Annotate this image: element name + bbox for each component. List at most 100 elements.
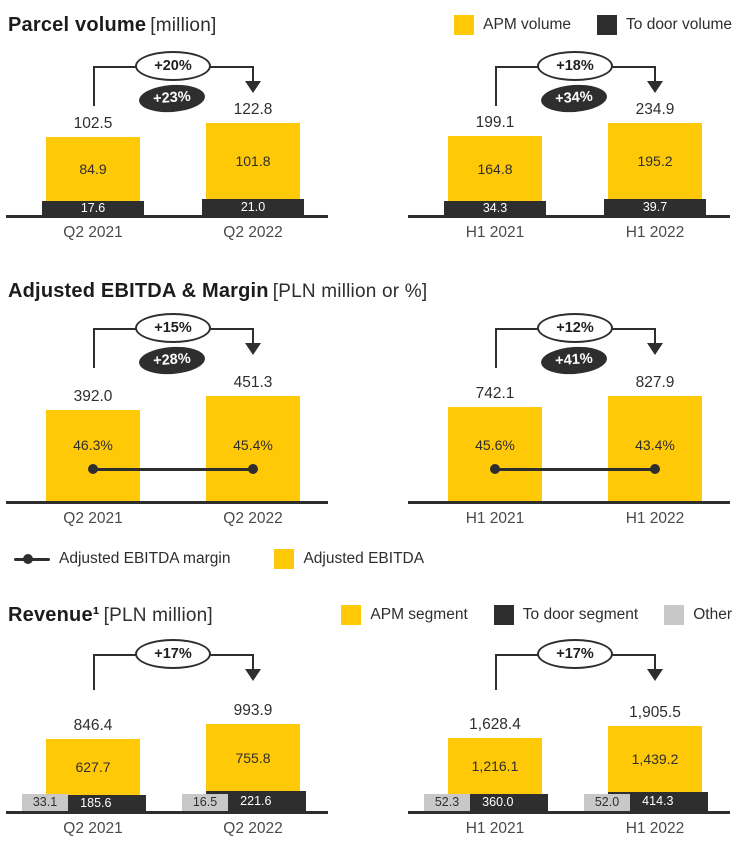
bar-h1-2021	[448, 407, 542, 501]
chart-panel-h1-2021-vs-h1-2022: 45.6% 742.1 H1 2021 43.4% 827.9 H1 2022 +12% +4…	[408, 312, 730, 530]
bar-x-label: H1 2021	[465, 224, 525, 241]
ebitda-margin-value: 45.6%	[475, 437, 515, 453]
chart-panel-q2-2021-vs-q2-2022: 84.9 17.6 102.5 Q2 2021 101.8 21.0 122.8 Q2 202…	[6, 48, 328, 244]
bar-x-label: H1 2021	[465, 510, 525, 527]
charts-parcel-volume: 84.9 17.6 102.5 Q2 2021 101.8 21.0 122.8 Q2 202…	[0, 48, 740, 244]
growth-arrow-stub	[654, 328, 656, 344]
section-title-parcel-volume: Parcel volume [million]	[8, 14, 216, 37]
bar-segment-to-door: 360.0	[448, 794, 548, 811]
bar-q2-2021: 84.9 17.6	[42, 137, 144, 215]
legend-label-other: Other	[693, 606, 732, 623]
bar-q2-2022: 101.8 21.0	[202, 123, 304, 215]
bar-h1-2021: 1,216.1 360.0 52.3	[424, 738, 548, 811]
margin-dot-icon	[23, 554, 33, 564]
x-axis-baseline	[6, 501, 328, 504]
title-unit: [PLN million or %]	[272, 280, 428, 302]
growth-arrow-line-vertical	[93, 328, 95, 368]
bar-h1-2022: 195.2 39.7	[604, 123, 706, 215]
bar-segment-to-door: 34.3	[444, 201, 546, 215]
chart-panel-q2-2021-vs-q2-2022: 627.7 185.6 33.1 846.4 Q2 2021 755.8 221.6 16.5…	[6, 639, 328, 840]
bar-segment-other: 33.1	[22, 794, 68, 811]
section-header-parcel-volume: Parcel volume [million] APM volume To doo…	[0, 8, 740, 42]
growth-arrow-head	[647, 343, 663, 355]
section-title-revenue: Revenue¹ [PLN million]	[8, 604, 213, 627]
bar-x-label: Q2 2022	[223, 510, 283, 527]
growth-arrow-stub	[252, 654, 254, 670]
ebitda-margin-line	[495, 468, 655, 471]
bar-segment-to-door: 221.6	[206, 791, 306, 811]
section-title-ebitda: Adjusted EBITDA & Margin [PLN million or …	[8, 280, 427, 303]
ebitda-margin-value: 43.4%	[635, 437, 675, 453]
legend-swatch-other	[664, 605, 685, 625]
legend-swatch-adjusted-ebitda	[274, 549, 295, 569]
bar-total-label: 199.1	[475, 113, 515, 131]
ebitda-margin-dot	[650, 464, 660, 474]
bar-total-label: 102.5	[73, 114, 113, 132]
bar-segment-other: 16.5	[182, 794, 228, 811]
growth-arrow-line-vertical	[495, 654, 497, 690]
growth-arrow-line-vertical	[495, 66, 497, 106]
growth-badge-secondary: +41%	[540, 344, 608, 377]
margin-line-icon	[14, 554, 50, 564]
bar-x-label: Q2 2021	[63, 820, 123, 837]
bar-q2-2021: 627.7 185.6 33.1	[22, 739, 146, 811]
bar-q2-2022	[206, 396, 300, 501]
title-text: Adjusted EBITDA & Margin	[8, 279, 269, 302]
bar-total-label: 993.9	[233, 701, 273, 719]
legend-ebitda: Adjusted EBITDA margin Adjusted EBITDA	[0, 544, 740, 574]
bar-segment-apm: 164.8	[448, 136, 542, 201]
ebitda-margin-dot	[248, 464, 258, 474]
bar-total-label: 451.3	[233, 373, 273, 391]
bar-x-label: Q2 2022	[223, 224, 283, 241]
growth-arrow-head	[647, 81, 663, 93]
bar-segment-to-door: 414.3	[608, 792, 708, 811]
legend-item-to-door-volume: To door volume	[597, 15, 732, 35]
chart-panel-h1-2021-vs-h1-2022: 164.8 34.3 199.1 H1 2021 195.2 39.7 234.9 H1 20…	[408, 48, 730, 244]
growth-arrow-head	[245, 343, 261, 355]
bar-segment-apm: 84.9	[46, 137, 140, 201]
growth-arrow-stub	[654, 66, 656, 82]
bar-total-label: 392.0	[73, 387, 113, 405]
bar-total-label: 846.4	[73, 716, 113, 734]
bar-segment-to-door: 17.6	[42, 201, 144, 215]
ebitda-margin-dot	[490, 464, 500, 474]
legend-label-apm-volume: APM volume	[483, 16, 572, 33]
bar-segment-other: 52.3	[424, 794, 470, 811]
growth-arrow-stub	[252, 328, 254, 344]
bar-x-label: H1 2022	[625, 820, 685, 837]
bar-x-label: Q2 2022	[223, 820, 283, 837]
growth-badge-primary: +20%	[135, 51, 211, 81]
bar-q2-2022: 755.8 221.6 16.5	[182, 724, 306, 811]
bar-x-label: H1 2022	[625, 510, 685, 527]
legend-item-adjusted-ebitda: Adjusted EBITDA	[274, 549, 424, 569]
bar-segment-apm: 1,439.2	[608, 726, 702, 792]
title-unit: [million]	[150, 14, 217, 36]
bar-segment-apm: 101.8	[206, 123, 300, 199]
legend-label-to-door-segment: To door segment	[522, 606, 639, 623]
bar-segment-to-door: 39.7	[604, 199, 706, 215]
growth-arrow-line-vertical	[495, 328, 497, 368]
growth-arrow-stub	[252, 66, 254, 82]
charts-revenue: 627.7 185.6 33.1 846.4 Q2 2021 755.8 221.6 16.5…	[0, 639, 740, 840]
bar-x-label: Q2 2021	[63, 510, 123, 527]
legend-swatch-apm-volume	[454, 15, 475, 35]
bar-h1-2022: 1,439.2 414.3 52.0	[584, 726, 708, 811]
growth-arrow-line-vertical	[93, 66, 95, 106]
ebitda-bar-fill	[448, 407, 542, 501]
ebitda-bar-fill	[206, 396, 300, 501]
legend-swatch-apm-segment	[341, 605, 362, 625]
growth-arrow-head	[647, 669, 663, 681]
bar-total-label: 234.9	[635, 100, 675, 118]
bar-segment-apm: 195.2	[608, 123, 702, 199]
legend-item-apm-segment: APM segment	[341, 605, 468, 625]
ebitda-margin-value: 46.3%	[73, 437, 113, 453]
x-axis-baseline	[408, 501, 730, 504]
growth-badge-primary: +17%	[537, 639, 613, 669]
bar-x-label: Q2 2021	[63, 224, 123, 241]
ebitda-margin-dot	[88, 464, 98, 474]
ebitda-margin-line	[93, 468, 253, 471]
bar-h1-2022	[608, 396, 702, 501]
legend-label-adjusted-ebitda: Adjusted EBITDA	[303, 550, 425, 567]
bar-segment-to-door: 21.0	[202, 199, 304, 215]
